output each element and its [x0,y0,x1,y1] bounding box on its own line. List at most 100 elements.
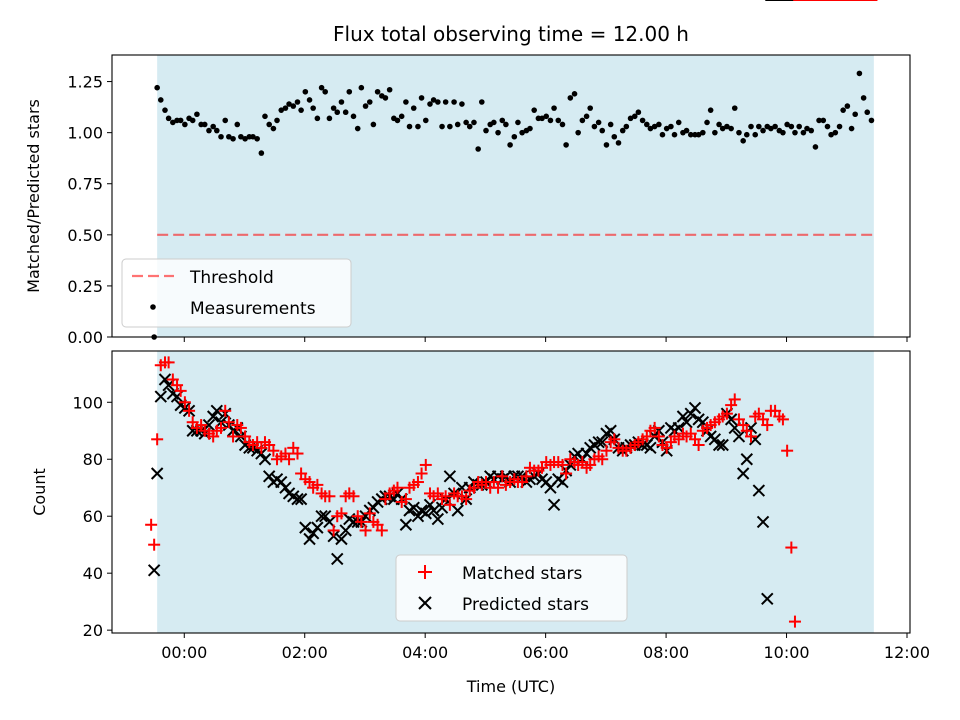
predicted-marker-stroke [206,410,220,423]
matched-star-point [148,538,161,551]
measurement-point [712,129,718,136]
predicted-star-point [708,433,722,446]
measurement-point [780,129,786,136]
matched-star-point [556,458,569,471]
measurement-point [792,129,798,136]
predicted-star-point [716,438,729,452]
matched-star-point [219,404,232,417]
measurement-point [326,115,333,122]
measurement-point [442,99,449,105]
matched-star-points [145,0,878,628]
predicted-star-point [318,510,332,523]
measurement-point [579,117,586,124]
measurement-point [607,121,614,128]
matched-star-point [178,396,191,409]
measurement-point [507,142,513,148]
predicted-marker-stroke [331,552,344,566]
measurement-point [623,123,630,130]
measurement-point [603,142,610,148]
measurement-point [788,123,795,130]
measurement-point [527,125,533,132]
matched-star-point [560,467,573,480]
measurement-point [687,131,694,138]
measurement-point [860,95,867,101]
measurement-point [330,105,337,111]
measurement-point [394,117,401,124]
matched-star-point [355,515,368,528]
legend-measurements-label: Measurements [190,299,316,319]
matched-star-point [492,481,505,494]
measurement-point [611,133,618,140]
matched-star-point [781,444,794,457]
matched-star-point [375,524,388,537]
legend-matched-swatch [418,565,432,579]
predicted-marker-stroke [676,410,690,423]
measurement-point [828,131,834,138]
predicted-star-point [540,475,553,489]
measurement-point [274,117,280,124]
predicted-marker-stroke [756,515,770,529]
measurement-point [318,84,325,91]
matched-star-point [728,393,741,406]
predicted-star-point [335,532,348,546]
measurement-point [491,119,497,126]
predicted-marker-stroke [716,438,729,452]
measurement-point [366,99,373,105]
predicted-marker-stroke [315,510,328,523]
measurement-point [543,113,550,120]
count-y-tick-label: 40 [83,564,103,583]
measurement-point [784,121,790,128]
count-y-axis-label: Count [30,468,49,516]
predicted-star-point [154,390,167,403]
predicted-marker-stroke [419,507,432,520]
predicted-marker-stroke [547,498,561,512]
measurement-point [587,105,593,111]
predicted-star-point [712,438,726,452]
matched-star-point [234,421,247,434]
measurement-point [736,129,742,136]
measurement-point [495,129,501,136]
matched-star-point [145,518,158,531]
predicted-marker-stroke [294,492,308,506]
count-legend: Matched stars Predicted stars [395,554,628,622]
predicted-marker-stroke [158,373,172,386]
matched-star-point [460,493,473,506]
matched-star-point [745,430,758,443]
measurement-point [615,140,622,146]
measurement-point [707,107,714,113]
measurement-point [724,123,730,130]
measurement-point [796,123,802,130]
predicted-marker-stroke [761,592,774,606]
predicted-marker-stroke [262,470,276,483]
predicted-marker-stroke [318,510,332,523]
matched-star-point [391,481,404,494]
matched-star-point [788,615,801,628]
matched-star-point [174,384,187,397]
measurement-point [162,107,168,113]
matched-star-point [411,476,424,489]
legend-measurements-swatch [150,304,156,310]
measurement-point [282,105,289,111]
predicted-star-point [644,441,657,455]
matched-star-point [520,470,533,483]
predicted-marker-stroke [306,527,320,540]
predicted-star-point [206,410,220,423]
ratio-axes: 0.00 0.25 0.50 0.75 1.00 1.25 [67,73,908,347]
predicted-star-point [736,467,750,480]
matched-star-point [283,453,296,466]
measurement-point [824,123,831,130]
measurement-point [234,121,241,128]
predicted-star-point [547,498,561,512]
measurement-point [728,125,734,132]
predicted-star-point [732,430,746,443]
measurement-point [503,121,509,128]
measurement-point [374,88,381,95]
matched-star-point [785,541,798,554]
measurement-point [362,103,369,109]
matched-star-point [323,490,336,503]
predicted-marker-stroke [258,453,272,466]
measurement-point [471,119,477,126]
predicted-marker-stroke [688,401,702,415]
measurement-point [619,127,626,134]
measurement-point [334,109,341,116]
